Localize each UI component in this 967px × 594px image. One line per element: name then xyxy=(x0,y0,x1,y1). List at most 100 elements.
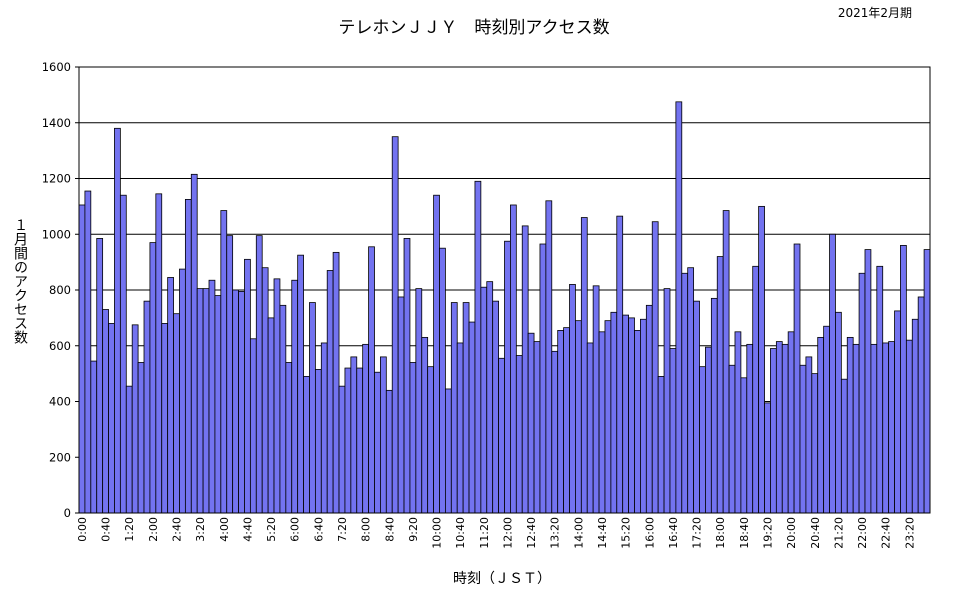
bar xyxy=(758,205,765,514)
bar xyxy=(793,243,801,514)
bar xyxy=(510,204,517,514)
bar xyxy=(427,366,434,514)
bar xyxy=(846,336,854,514)
bar xyxy=(468,321,476,514)
x-tick-label: 22:40 xyxy=(880,517,893,549)
bar xyxy=(604,320,612,514)
bar xyxy=(480,286,488,514)
bar xyxy=(882,342,890,514)
bar xyxy=(119,194,127,514)
bar xyxy=(297,254,304,514)
bar xyxy=(326,270,334,514)
bar xyxy=(108,323,115,514)
bar xyxy=(184,199,192,514)
x-tick-label: 12:00 xyxy=(501,517,514,549)
x-tick-label: 0:00 xyxy=(76,517,89,542)
x-tick-label: 11:20 xyxy=(478,517,491,549)
x-tick-label: 21:20 xyxy=(832,517,845,549)
bar xyxy=(781,343,789,514)
bar xyxy=(888,341,895,514)
x-tick-label: 22:00 xyxy=(856,517,869,549)
bar xyxy=(462,302,470,514)
bar xyxy=(190,173,198,514)
bar xyxy=(764,402,771,514)
bar xyxy=(244,258,251,514)
bar xyxy=(374,371,381,514)
bar xyxy=(137,362,145,514)
bar xyxy=(527,332,535,514)
x-axis-label: 時刻（ＪＳＴ） xyxy=(453,571,551,587)
bar xyxy=(439,247,446,514)
bar xyxy=(900,244,907,514)
x-tick-label: 20:40 xyxy=(809,517,822,549)
x-tick-label: 17:20 xyxy=(691,517,704,549)
bar xyxy=(710,297,718,514)
bar xyxy=(740,377,748,514)
bar xyxy=(634,330,641,514)
bar xyxy=(569,284,576,514)
bar xyxy=(752,265,760,514)
bar xyxy=(450,302,458,514)
bar xyxy=(356,367,364,514)
x-axis-ticks: 0:00 0:40 1:20 2:00 2:40 3:20 4:00 4:40 5:20 6:00… xyxy=(76,517,916,549)
bar xyxy=(575,320,582,514)
bar xyxy=(285,362,293,514)
bar xyxy=(249,338,257,514)
x-tick-label: 16:40 xyxy=(667,517,680,549)
bar xyxy=(852,343,860,514)
bar xyxy=(492,300,499,514)
y-tick-label: 1000 xyxy=(42,227,71,241)
bar xyxy=(823,325,830,514)
bar xyxy=(149,242,157,514)
x-tick-label: 9:20 xyxy=(407,517,420,542)
bar xyxy=(173,313,180,514)
x-tick-label: 14:40 xyxy=(596,517,609,549)
bar xyxy=(699,366,706,514)
bar xyxy=(687,267,695,514)
bar xyxy=(805,356,813,514)
bar xyxy=(716,256,724,514)
bar xyxy=(515,355,523,514)
bar xyxy=(811,373,819,514)
bar xyxy=(616,215,624,514)
bar xyxy=(368,246,375,514)
x-tick-label: 2:00 xyxy=(147,517,160,542)
x-tick-label: 3:20 xyxy=(194,517,207,542)
bar xyxy=(586,342,594,514)
x-tick-label: 6:00 xyxy=(289,517,302,542)
bar xyxy=(78,204,86,514)
y-tick-label: 1600 xyxy=(42,60,71,74)
bar xyxy=(870,343,878,514)
x-tick-label: 1:20 xyxy=(123,517,136,542)
bar xyxy=(397,296,405,514)
bar xyxy=(125,385,133,514)
bar xyxy=(226,235,234,514)
bar xyxy=(669,348,677,514)
bar xyxy=(232,289,239,514)
bar xyxy=(238,290,245,514)
x-tick-label: 10:00 xyxy=(431,517,444,549)
x-tick-label: 8:40 xyxy=(383,517,396,542)
y-tick-label: 400 xyxy=(49,395,71,409)
x-tick-label: 4:00 xyxy=(218,517,231,542)
bar xyxy=(161,323,169,514)
bar xyxy=(179,268,186,514)
x-tick-label: 20:00 xyxy=(785,517,798,549)
y-tick-label: 1200 xyxy=(42,172,71,186)
x-tick-label: 4:40 xyxy=(241,517,254,542)
y-axis-label: １月間のアクセス数 xyxy=(12,218,28,344)
bar xyxy=(314,369,322,514)
bar xyxy=(580,217,588,514)
bar xyxy=(474,180,482,514)
bar xyxy=(551,350,559,514)
bar xyxy=(332,251,340,514)
bar xyxy=(84,190,92,514)
bar xyxy=(539,243,547,514)
bar xyxy=(840,378,848,514)
bar xyxy=(894,310,901,514)
y-tick-label: 200 xyxy=(49,450,71,464)
bar xyxy=(90,360,98,514)
x-tick-label: 18:40 xyxy=(738,517,751,549)
bar xyxy=(675,101,683,514)
bar xyxy=(917,296,925,514)
